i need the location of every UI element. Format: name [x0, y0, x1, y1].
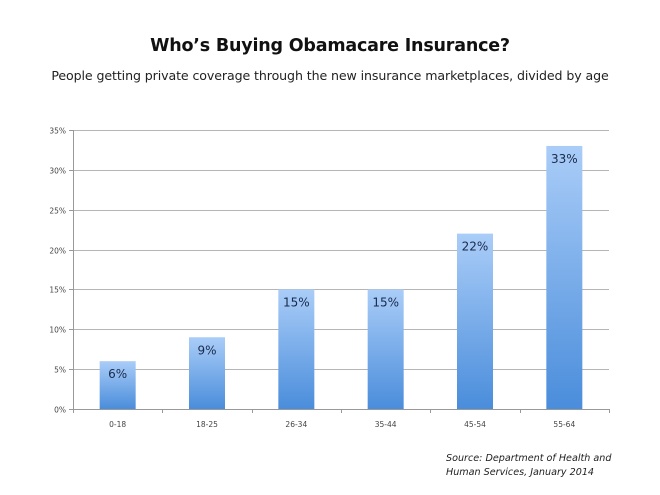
x-tick-label: 18-25: [196, 420, 218, 429]
data-label: 15%: [372, 295, 399, 309]
bar-55-64: [546, 145, 583, 409]
bar-26-34: [278, 289, 315, 409]
y-tick-label: 0%: [54, 406, 66, 415]
data-label: 22%: [462, 240, 489, 254]
x-tick-label: 45-54: [464, 420, 486, 429]
source-line-2: Human Services, January 2014: [446, 467, 595, 478]
y-tick-label: 35%: [49, 127, 66, 136]
bar-0-18: [99, 361, 136, 409]
data-label: 6%: [108, 367, 127, 381]
x-tick-label: 0-18: [109, 420, 126, 429]
y-tick-label: 10%: [49, 326, 66, 335]
x-tick-label: 35-44: [375, 420, 397, 429]
axes: [69, 130, 610, 413]
data-label: 9%: [197, 343, 216, 357]
y-tick-label: 20%: [49, 247, 66, 256]
y-tick-label: 5%: [54, 366, 66, 375]
data-label: 33%: [551, 152, 578, 166]
gridlines: [73, 130, 609, 370]
chart-title: Who’s Buying Obamacare Insurance?: [150, 36, 510, 56]
y-tick-label: 15%: [49, 286, 66, 295]
source-note: Source: Department of Health and Human S…: [446, 452, 646, 480]
bar-35-44: [367, 289, 404, 409]
chart-subtitle: People getting private coverage through …: [51, 68, 609, 83]
y-tick-label: 25%: [49, 207, 66, 216]
bar-18-25: [189, 337, 225, 409]
data-label: 15%: [283, 295, 310, 309]
bar-45-54: [457, 233, 493, 409]
bars: [99, 145, 583, 409]
x-tick-label: 26-34: [285, 420, 307, 429]
y-tick-label: 30%: [49, 167, 66, 176]
labels: 0% 5% 10% 15% 20% 25% 30% 35% 6% 0-18 9% 18-25 15% 26…: [49, 127, 577, 430]
x-tick-label: 55-64: [553, 420, 575, 429]
source-line-1: Source: Department of Health and: [446, 453, 612, 464]
